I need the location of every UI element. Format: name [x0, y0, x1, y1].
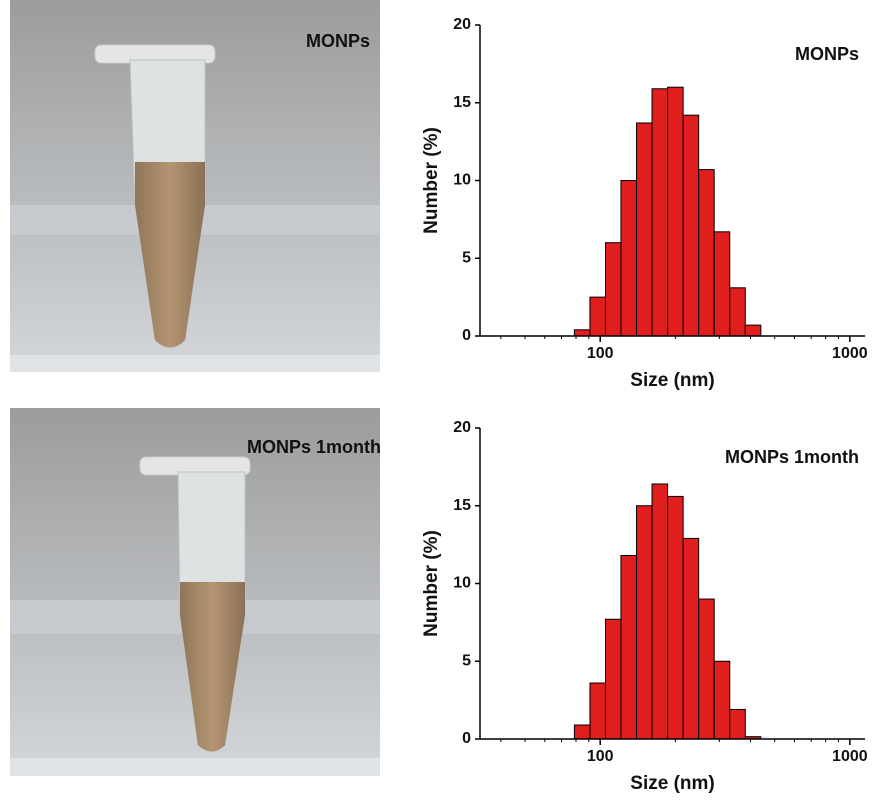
x-tick-label: 1000 [832, 345, 868, 362]
bar [744, 324, 762, 337]
y-tick-label: 0 [462, 730, 471, 747]
bar [682, 114, 700, 337]
bar [651, 483, 669, 740]
photo-label: MONPs [306, 31, 370, 51]
photo: MONPs [10, 0, 380, 372]
y-tick-label: 5 [462, 249, 471, 266]
y-tick-label: 5 [462, 652, 471, 669]
y-tick-label: 15 [453, 497, 471, 514]
bar [698, 169, 715, 337]
photo-label: MONPs 1month [247, 437, 381, 457]
bar [620, 555, 638, 740]
bar [620, 180, 638, 337]
y-tick-label: 20 [453, 419, 471, 436]
bar [589, 682, 606, 740]
y-axis-label: Number (%) [421, 127, 442, 234]
bar [573, 724, 591, 740]
bar [713, 231, 731, 337]
y-tick-label: 20 [453, 16, 471, 33]
x-tick-label: 100 [587, 748, 614, 765]
chart-title: MONPs [795, 44, 859, 64]
x-tick-label: 100 [587, 345, 614, 362]
bar [604, 242, 622, 337]
bar [651, 88, 669, 337]
bar [667, 495, 684, 740]
bar [589, 296, 606, 337]
bar [636, 122, 653, 337]
x-tick-label: 1000 [832, 748, 868, 765]
y-tick-label: 10 [453, 172, 471, 189]
y-tick-label: 15 [453, 94, 471, 111]
x-axis-label: Size (nm) [630, 773, 714, 794]
y-tick-label: 10 [453, 575, 471, 592]
bar [667, 86, 684, 337]
bar [604, 618, 622, 740]
bar [698, 598, 715, 740]
photo: MONPs 1month [10, 408, 381, 776]
y-axis-label: Number (%) [421, 530, 442, 637]
bar [636, 505, 653, 740]
bar [713, 660, 731, 740]
y-tick-label: 0 [462, 327, 471, 344]
bar [573, 329, 591, 337]
chart-title: MONPs 1month [725, 447, 859, 467]
bar [729, 287, 746, 337]
bar [729, 708, 746, 740]
bar [682, 537, 700, 740]
x-axis-label: Size (nm) [630, 370, 714, 391]
